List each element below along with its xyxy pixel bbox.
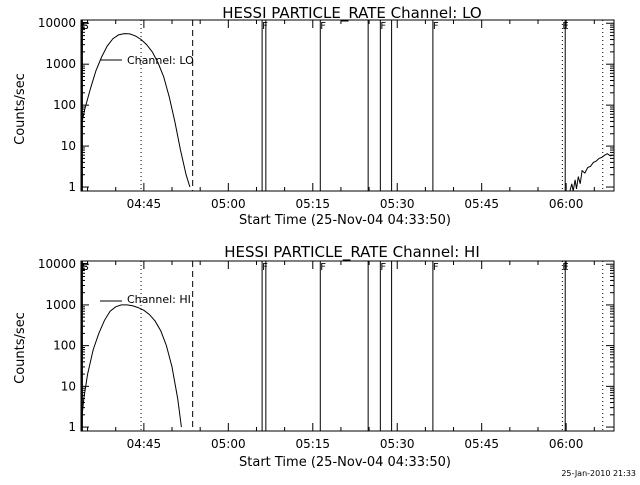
series-line bbox=[80, 33, 191, 188]
chart-title: HESSI PARTICLE_RATE Channel: LO bbox=[222, 4, 481, 23]
event-marker-label: E bbox=[81, 21, 87, 32]
legend-label: Channel: LO bbox=[127, 54, 194, 67]
series-line bbox=[569, 153, 614, 192]
x-tick-label: 05:15 bbox=[295, 437, 330, 451]
x-tick-label: 05:30 bbox=[380, 197, 415, 211]
x-tick-label: 04:45 bbox=[127, 437, 162, 451]
y-tick-label: 10000 bbox=[38, 16, 76, 30]
event-marker-label: F bbox=[262, 262, 268, 273]
y-tick-label: 100 bbox=[53, 98, 76, 112]
chart-panel-hi: HESSI PARTICLE_RATE Channel: HI Start Ti… bbox=[13, 243, 615, 470]
event-marker-label: S bbox=[82, 262, 88, 273]
y-axis-label: Counts/sec bbox=[13, 312, 28, 384]
x-tick-label: 06:00 bbox=[549, 437, 584, 451]
chart-title: HESSI PARTICLE_RATE Channel: HI bbox=[224, 243, 480, 262]
chart-marks: ESFFFFE11010010001000004:4505:0005:1505:… bbox=[38, 257, 615, 451]
y-tick-label: 10 bbox=[61, 379, 76, 393]
event-marker-label: F bbox=[320, 262, 326, 273]
x-tick-label: 05:45 bbox=[464, 437, 499, 451]
x-tick-label: 05:00 bbox=[211, 437, 246, 451]
series-line bbox=[80, 304, 182, 428]
event-marker-label: F bbox=[262, 21, 268, 32]
x-tick-label: 05:00 bbox=[211, 197, 246, 211]
event-marker-label: E bbox=[81, 262, 87, 273]
event-marker-label: F bbox=[433, 21, 439, 32]
event-marker-label: F bbox=[380, 262, 386, 273]
y-tick-label: 1 bbox=[68, 180, 76, 194]
x-tick-label: 04:45 bbox=[127, 197, 162, 211]
event-marker-label: F bbox=[320, 21, 326, 32]
legend-label: Channel: HI bbox=[127, 293, 191, 306]
chart-marks: ESFFFFE11010010001000004:4505:0005:1505:… bbox=[38, 16, 615, 211]
event-marker-label: S bbox=[82, 21, 88, 32]
x-tick-label: 05:45 bbox=[464, 197, 499, 211]
y-tick-label: 1000 bbox=[45, 298, 76, 312]
event-marker-label: F bbox=[380, 21, 386, 32]
y-tick-label: 1000 bbox=[45, 57, 76, 71]
y-axis-label: Counts/sec bbox=[13, 73, 28, 145]
x-tick-label: 05:15 bbox=[295, 197, 330, 211]
y-tick-label: 10 bbox=[61, 139, 76, 153]
x-axis-label: Start Time (25-Nov-04 04:33:50) bbox=[239, 213, 451, 228]
y-tick-label: 100 bbox=[53, 339, 76, 353]
y-tick-label: 10000 bbox=[38, 257, 76, 271]
x-tick-label: 06:00 bbox=[549, 197, 584, 211]
event-marker-label: F bbox=[433, 262, 439, 273]
footer-date: 25-Jan-2010 21:33 bbox=[561, 469, 636, 478]
x-axis-label: Start Time (25-Nov-04 04:33:50) bbox=[239, 455, 451, 470]
plot-frame bbox=[80, 260, 615, 432]
plot-frame bbox=[80, 19, 615, 192]
chart-panel-lo: HESSI PARTICLE_RATE Channel: LO Start Ti… bbox=[13, 4, 615, 228]
y-tick-label: 1 bbox=[68, 420, 76, 434]
x-tick-label: 05:30 bbox=[380, 437, 415, 451]
